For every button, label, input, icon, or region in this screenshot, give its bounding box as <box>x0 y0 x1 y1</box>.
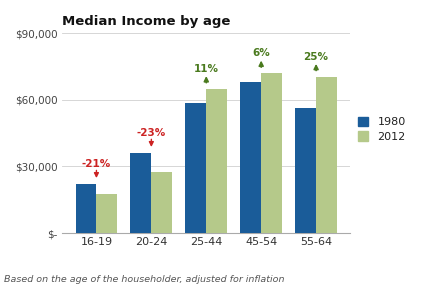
Text: Based on the age of the householder, adjusted for inflation: Based on the age of the householder, adj… <box>4 274 285 284</box>
Bar <box>151 172 172 233</box>
Bar <box>96 194 117 233</box>
Text: 11%: 11% <box>194 64 219 74</box>
Text: 25%: 25% <box>304 52 329 62</box>
Text: 6%: 6% <box>252 48 270 58</box>
Bar <box>261 73 282 233</box>
Text: -21%: -21% <box>82 159 111 169</box>
Bar <box>185 103 206 233</box>
Bar <box>131 153 151 233</box>
Text: Median Income by age: Median Income by age <box>62 15 231 28</box>
Bar <box>206 89 227 233</box>
Bar <box>295 108 316 233</box>
Bar <box>316 77 337 233</box>
Bar <box>75 184 96 233</box>
Text: -23%: -23% <box>137 128 166 138</box>
Bar <box>240 82 261 233</box>
Legend: 1980, 2012: 1980, 2012 <box>358 117 405 142</box>
